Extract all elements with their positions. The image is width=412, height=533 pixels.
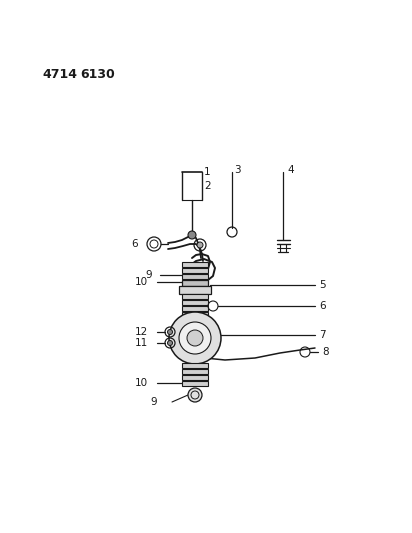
Text: 9: 9 — [145, 270, 152, 280]
Text: 7: 7 — [319, 330, 325, 340]
Text: 11: 11 — [135, 338, 148, 348]
Bar — [182, 300, 208, 305]
Circle shape — [150, 240, 158, 248]
Bar — [182, 280, 208, 286]
Text: 6130: 6130 — [80, 68, 115, 81]
Text: 10: 10 — [135, 277, 148, 287]
Text: 2: 2 — [204, 181, 211, 191]
Text: 3: 3 — [234, 165, 241, 175]
Bar — [182, 306, 208, 311]
Text: 5: 5 — [319, 280, 325, 290]
Bar — [182, 363, 208, 368]
Text: 9: 9 — [150, 397, 157, 407]
Bar — [182, 294, 208, 299]
Bar — [182, 375, 208, 380]
Text: 6: 6 — [319, 301, 325, 311]
Text: 4714: 4714 — [42, 68, 77, 81]
Text: 12: 12 — [135, 327, 148, 337]
Bar — [182, 268, 208, 273]
Bar — [182, 312, 208, 317]
Circle shape — [188, 388, 202, 402]
Text: 6: 6 — [131, 239, 138, 249]
Text: 4: 4 — [287, 165, 294, 175]
Text: 10: 10 — [135, 378, 148, 388]
Bar — [182, 381, 208, 386]
Circle shape — [168, 341, 173, 345]
Bar — [182, 369, 208, 374]
Bar — [179, 286, 211, 294]
Circle shape — [197, 242, 203, 248]
Text: 8: 8 — [322, 347, 329, 357]
Circle shape — [168, 329, 173, 335]
Circle shape — [187, 330, 203, 346]
Bar — [182, 274, 208, 279]
Circle shape — [179, 322, 211, 354]
Circle shape — [169, 312, 221, 364]
Text: 1: 1 — [204, 167, 211, 177]
Bar — [182, 262, 208, 267]
Circle shape — [188, 231, 196, 239]
